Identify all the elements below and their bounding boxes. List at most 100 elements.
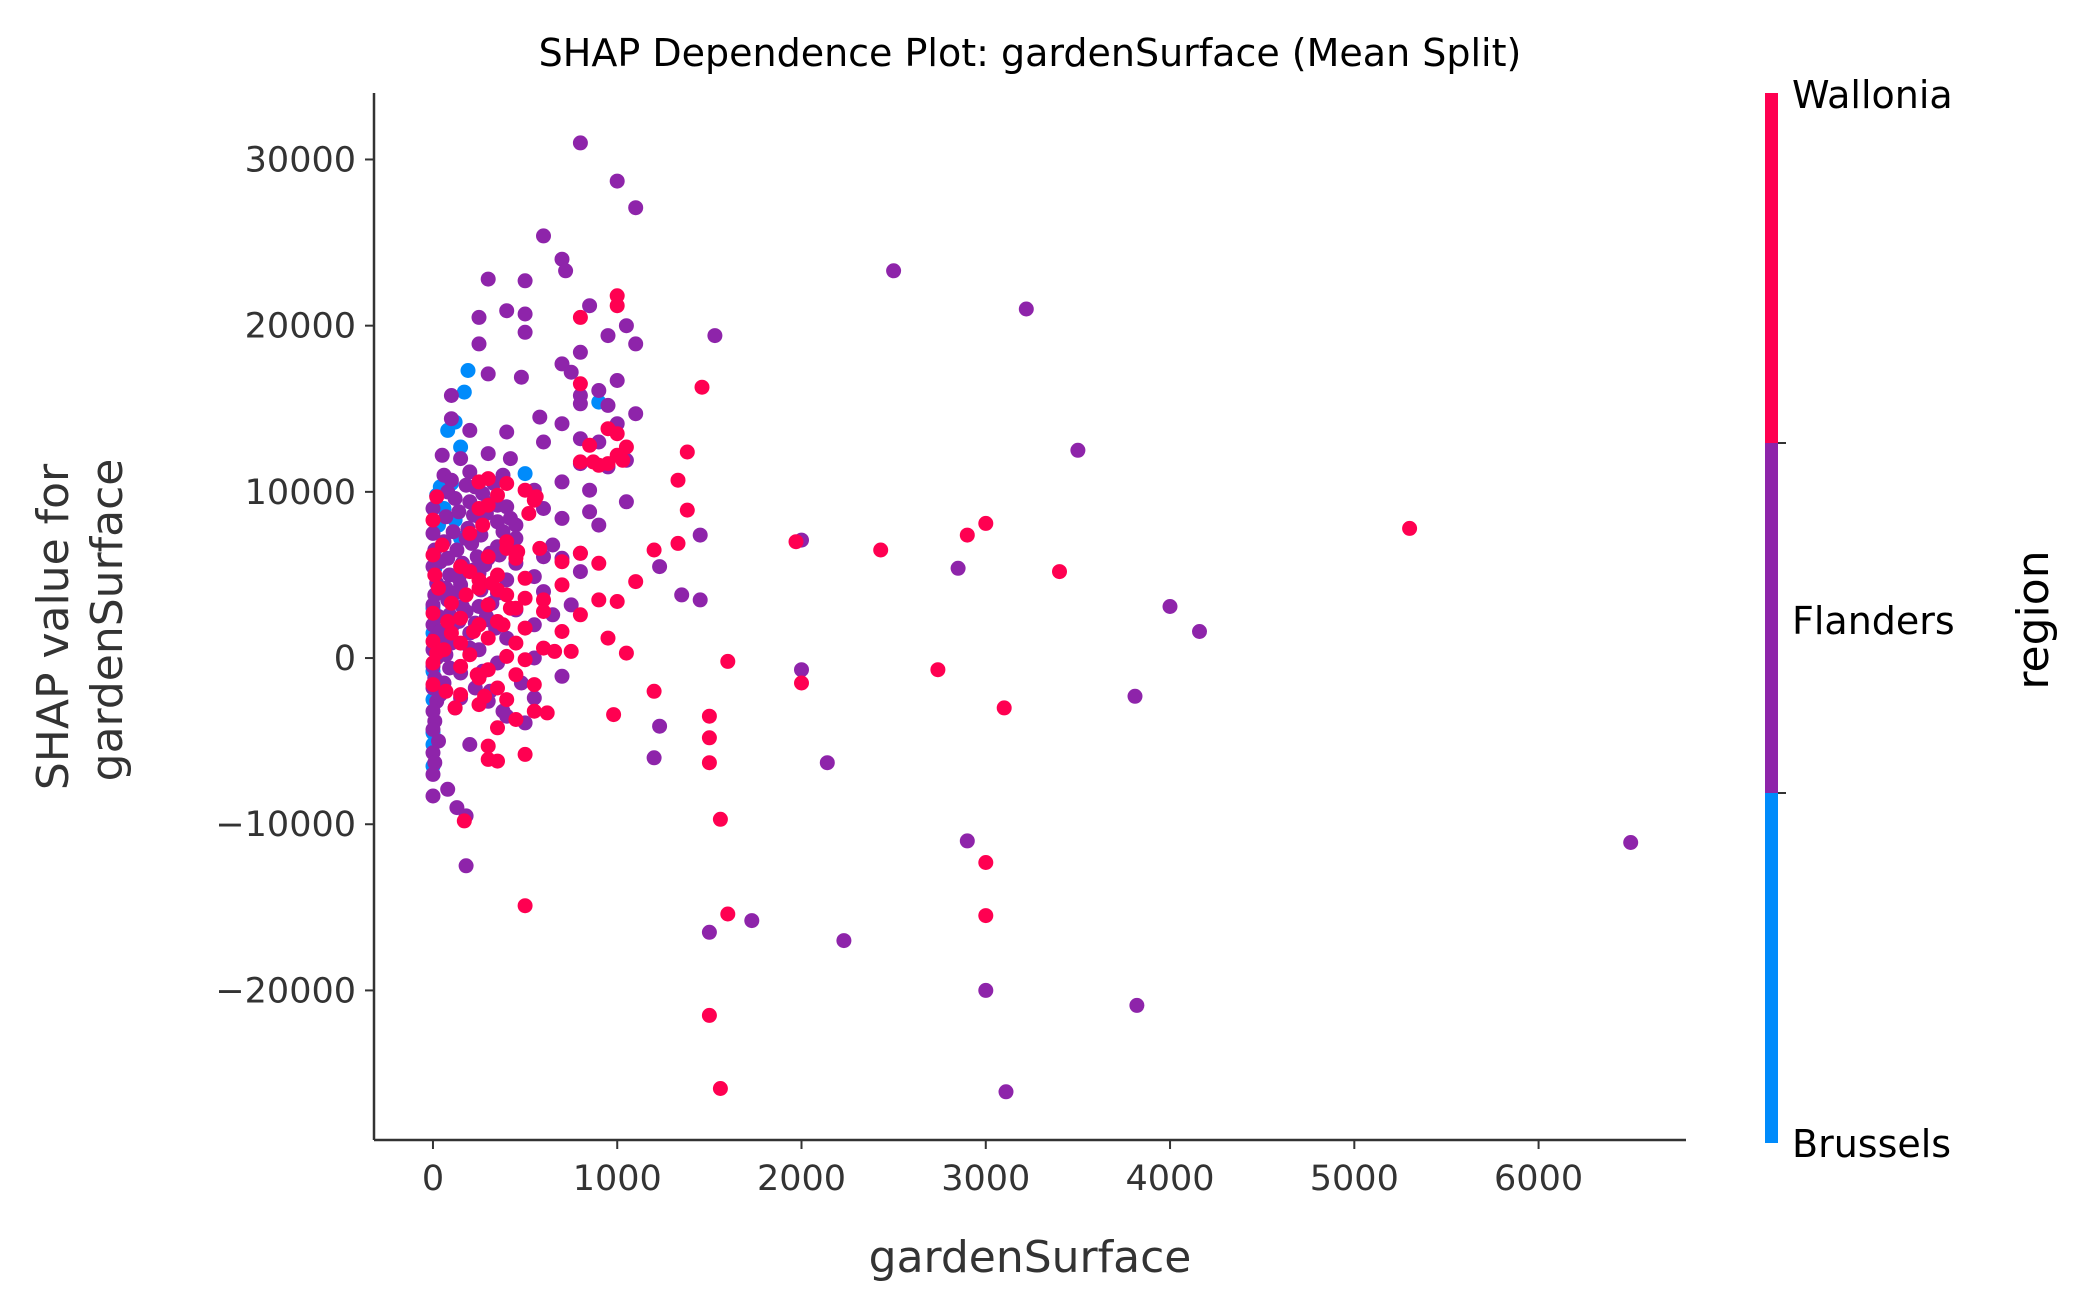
scatter-point-flanders	[425, 501, 441, 516]
scatter-point-wallonia	[443, 595, 459, 611]
scatter-point-flanders	[517, 273, 533, 289]
scatter-point-flanders	[1623, 835, 1639, 850]
scatter-point-flanders	[674, 587, 690, 603]
scatter-point-flanders	[1070, 442, 1086, 458]
scatter-point-wallonia	[572, 376, 588, 392]
scatter-point-flanders	[517, 306, 533, 322]
x-ticks: 0 1000 2000 3000 4000 5000 6000	[422, 1140, 1583, 1199]
scatter-point-flanders	[554, 416, 570, 432]
points-layer	[425, 135, 1639, 1100]
scatter-point-flanders	[554, 474, 570, 490]
scatter-point-wallonia	[517, 898, 533, 914]
scatter-point-wallonia	[1052, 564, 1067, 580]
scatter-point-wallonia	[499, 476, 515, 491]
scatter-point-wallonia	[532, 540, 548, 556]
scatter-point-flanders	[701, 924, 717, 940]
scatter-point-wallonia	[628, 574, 644, 590]
colorbar-label-brussels: Brussels	[1792, 1122, 1951, 1166]
scatter-point-wallonia	[679, 502, 695, 518]
scatter-point-flanders	[517, 324, 533, 340]
scatter-point-wallonia	[517, 590, 533, 606]
scatter-point-flanders	[558, 263, 574, 279]
scatter-point-flanders	[502, 510, 518, 526]
scatter-point-flanders	[536, 228, 551, 244]
scatter-point-wallonia	[462, 564, 478, 580]
scatter-point-wallonia	[618, 645, 634, 661]
scatter-point-wallonia	[458, 587, 474, 603]
scatter-point-wallonia	[453, 658, 469, 674]
scatter-point-wallonia	[517, 652, 533, 668]
y-axis-label: SHAP value for gardenSurface	[28, 450, 133, 790]
scatter-point-flanders	[425, 766, 441, 782]
scatter-point-wallonia	[508, 667, 524, 683]
scatter-point-flanders	[480, 271, 496, 287]
scatter-point-flanders	[532, 409, 548, 425]
scatter-point-wallonia	[508, 635, 524, 651]
scatter-point-flanders	[434, 447, 450, 463]
scatter-point-flanders	[998, 1084, 1014, 1100]
scatter-point-wallonia	[720, 906, 736, 922]
scatter-point-wallonia	[453, 610, 469, 626]
scatter-point-wallonia	[427, 567, 443, 583]
scatter-point-flanders	[462, 737, 478, 752]
scatter-point-flanders	[445, 524, 461, 540]
scatter-point-wallonia	[694, 379, 710, 395]
scatter-point-flanders	[563, 364, 579, 380]
scatter-point-wallonia	[712, 811, 728, 827]
scatter-point-wallonia	[670, 535, 686, 551]
scatter-point-flanders	[425, 722, 441, 737]
scatter-point-wallonia	[447, 700, 463, 716]
scatter-point-brussels	[517, 466, 533, 482]
y-tick-label: 10000	[245, 473, 356, 513]
scatter-point-flanders	[449, 542, 465, 558]
scatter-point-flanders	[443, 388, 459, 403]
scatter-point-wallonia	[471, 580, 487, 596]
scatter-point-wallonia	[712, 1081, 728, 1096]
scatter-point-wallonia	[554, 554, 570, 570]
scatter-point-flanders	[554, 251, 570, 267]
scatter-point-wallonia	[679, 444, 695, 460]
scatter-point-wallonia	[490, 720, 505, 736]
scatter-point-flanders	[545, 537, 561, 553]
scatter-point-flanders	[443, 411, 459, 427]
scatter-point-wallonia	[462, 525, 478, 541]
scatter-point-wallonia	[436, 642, 452, 658]
scatter-point-wallonia	[794, 675, 809, 691]
scatter-point-wallonia	[425, 605, 441, 621]
x-tick-label: 4000	[1126, 1159, 1215, 1199]
scatter-point-flanders	[628, 406, 644, 422]
scatter-point-wallonia	[477, 688, 493, 704]
scatter-point-flanders	[554, 668, 570, 684]
scatter-point-wallonia	[499, 587, 515, 603]
scatter-point-flanders	[425, 788, 441, 804]
scatter-point-wallonia	[499, 648, 515, 664]
scatter-point-wallonia	[646, 542, 662, 558]
scatter-point-wallonia	[670, 472, 686, 488]
scatter-point-wallonia	[480, 738, 496, 754]
scatter-point-flanders	[886, 263, 902, 279]
scatter-point-wallonia	[554, 624, 570, 639]
scatter-point-wallonia	[425, 677, 441, 693]
y-ticks: 30000 20000 10000 0 −10000 −20000	[215, 140, 374, 1011]
chart-title: SHAP Dependence Plot: gardenSurface (Mea…	[539, 31, 1522, 75]
scatter-point-flanders	[692, 592, 708, 608]
scatter-point-wallonia	[490, 487, 505, 503]
scatter-point-wallonia	[572, 454, 588, 470]
scatter-point-wallonia	[453, 687, 469, 703]
scatter-point-flanders	[692, 527, 708, 543]
scatter-point-wallonia	[425, 512, 441, 528]
scatter-point-flanders	[427, 755, 443, 771]
scatter-point-wallonia	[536, 604, 551, 619]
scatter-point-flanders	[618, 318, 634, 334]
scatter-point-flanders	[475, 486, 491, 501]
scatter-point-flanders	[836, 933, 852, 949]
scatter-point-flanders	[443, 472, 459, 488]
scatter-point-wallonia	[490, 753, 505, 769]
scatter-point-wallonia	[425, 633, 441, 649]
scatter-point-wallonia	[701, 755, 717, 771]
scatter-point-flanders	[458, 858, 474, 874]
scatter-point-flanders	[582, 504, 598, 520]
scatter-point-wallonia	[502, 600, 518, 616]
scatter-point-wallonia	[539, 705, 555, 721]
scatter-point-wallonia	[480, 549, 496, 565]
